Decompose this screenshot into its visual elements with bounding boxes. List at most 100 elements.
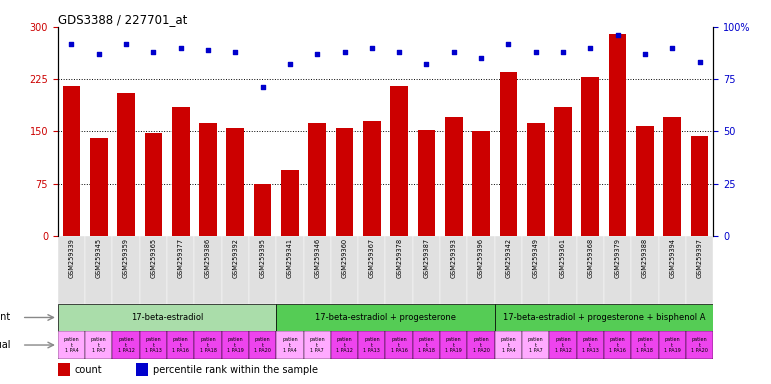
Text: GSM259346: GSM259346 xyxy=(315,238,320,278)
Point xyxy=(393,49,406,55)
Text: GSM259360: GSM259360 xyxy=(342,238,348,278)
Point xyxy=(557,49,569,55)
Bar xyxy=(554,107,572,236)
Text: GSM259386: GSM259386 xyxy=(205,238,211,278)
Bar xyxy=(194,236,222,304)
Text: patien
t
1 PA16: patien t 1 PA16 xyxy=(609,337,626,353)
Bar xyxy=(577,331,604,359)
Point xyxy=(365,45,378,51)
Bar xyxy=(577,236,604,304)
Bar xyxy=(136,363,148,376)
Text: GSM259368: GSM259368 xyxy=(588,238,594,278)
Bar xyxy=(445,118,463,236)
Text: GSM259397: GSM259397 xyxy=(696,238,702,278)
Text: GSM259367: GSM259367 xyxy=(369,238,375,278)
Text: patien
t
1 PA20: patien t 1 PA20 xyxy=(691,337,708,353)
Bar xyxy=(58,236,85,304)
Bar xyxy=(359,236,386,304)
Bar xyxy=(495,331,522,359)
Bar xyxy=(249,331,276,359)
Bar xyxy=(90,138,108,236)
Point xyxy=(284,61,296,68)
Bar xyxy=(386,236,412,304)
Bar xyxy=(604,331,631,359)
Point xyxy=(448,49,460,55)
Bar xyxy=(58,363,69,376)
Text: patien
t
1 PA12: patien t 1 PA12 xyxy=(336,337,353,353)
Text: patien
t
1 PA16: patien t 1 PA16 xyxy=(172,337,189,353)
Bar xyxy=(412,236,440,304)
Text: GSM259359: GSM259359 xyxy=(123,238,129,278)
Bar xyxy=(199,123,217,236)
Point xyxy=(93,51,105,57)
Text: percentile rank within the sample: percentile rank within the sample xyxy=(153,365,318,375)
Bar xyxy=(113,236,140,304)
Bar xyxy=(144,133,162,236)
Bar xyxy=(581,77,599,236)
Point xyxy=(311,51,323,57)
Point xyxy=(229,49,241,55)
Bar xyxy=(472,131,490,236)
Bar xyxy=(549,331,577,359)
Point xyxy=(420,61,433,68)
Text: GSM259379: GSM259379 xyxy=(614,238,621,278)
Point xyxy=(338,49,351,55)
Text: patien
t
1 PA7: patien t 1 PA7 xyxy=(309,337,325,353)
Bar xyxy=(140,236,167,304)
Text: GSM259387: GSM259387 xyxy=(423,238,429,278)
Bar xyxy=(412,331,440,359)
Text: GSM259392: GSM259392 xyxy=(232,238,238,278)
Text: patien
t
1 PA12: patien t 1 PA12 xyxy=(118,337,134,353)
Point xyxy=(502,41,514,47)
Bar xyxy=(140,331,167,359)
Bar xyxy=(636,126,654,236)
Text: GSM259349: GSM259349 xyxy=(533,238,539,278)
Bar xyxy=(331,331,359,359)
Point xyxy=(66,41,78,47)
Bar xyxy=(62,86,80,236)
Text: agent: agent xyxy=(0,313,11,323)
Bar xyxy=(221,331,249,359)
Bar xyxy=(658,331,686,359)
Point xyxy=(147,49,160,55)
Point xyxy=(257,84,269,91)
Text: patien
t
1 PA18: patien t 1 PA18 xyxy=(418,337,435,353)
Bar xyxy=(172,107,190,236)
Bar xyxy=(281,170,299,236)
Bar xyxy=(167,236,194,304)
Text: GSM259342: GSM259342 xyxy=(505,238,511,278)
Bar xyxy=(58,304,276,331)
Text: individual: individual xyxy=(0,340,11,350)
Point xyxy=(174,45,187,51)
Text: patien
t
1 PA20: patien t 1 PA20 xyxy=(254,337,271,353)
Text: patien
t
1 PA13: patien t 1 PA13 xyxy=(582,337,599,353)
Bar xyxy=(495,236,522,304)
Bar xyxy=(686,331,713,359)
Bar xyxy=(691,136,709,236)
Bar xyxy=(386,331,412,359)
Bar xyxy=(276,331,304,359)
Point xyxy=(475,55,487,61)
Bar xyxy=(335,128,353,236)
Text: GSM259365: GSM259365 xyxy=(150,238,157,278)
Point xyxy=(638,51,651,57)
Bar xyxy=(227,128,244,236)
Text: patien
t
1 PA18: patien t 1 PA18 xyxy=(637,337,653,353)
Bar xyxy=(58,331,85,359)
Text: patien
t
1 PA4: patien t 1 PA4 xyxy=(64,337,79,353)
Bar xyxy=(85,236,113,304)
Text: patien
t
1 PA19: patien t 1 PA19 xyxy=(664,337,681,353)
Text: GDS3388 / 227701_at: GDS3388 / 227701_at xyxy=(58,13,187,26)
Bar xyxy=(221,236,249,304)
Bar xyxy=(167,331,194,359)
Bar xyxy=(331,236,359,304)
Bar xyxy=(500,72,517,236)
Point xyxy=(611,32,624,38)
Text: GSM259345: GSM259345 xyxy=(96,238,102,278)
Bar xyxy=(113,331,140,359)
Point xyxy=(666,45,678,51)
Text: GSM259341: GSM259341 xyxy=(287,238,293,278)
Bar xyxy=(440,331,467,359)
Bar xyxy=(527,123,544,236)
Text: patien
t
1 PA7: patien t 1 PA7 xyxy=(528,337,544,353)
